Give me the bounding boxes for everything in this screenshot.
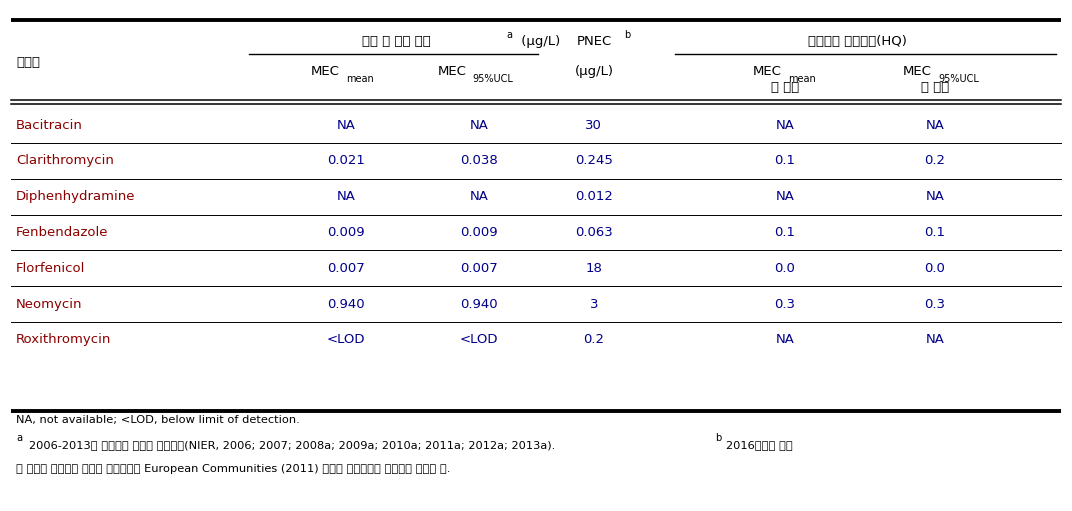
Text: 0.1: 0.1 [924,226,946,239]
Text: 95%UCL: 95%UCL [473,74,513,84]
Text: NA: NA [925,190,944,203]
Text: NA: NA [337,190,356,203]
Text: Bacitracin: Bacitracin [16,119,83,132]
Text: (μg/L): (μg/L) [575,65,613,78]
Text: 0.007: 0.007 [460,262,498,275]
Text: 18: 18 [585,262,602,275]
Text: 재산정한 유해지수(HQ): 재산정한 유해지수(HQ) [808,35,907,49]
Text: 에 근거: 에 근거 [771,81,799,95]
Text: Diphenhydramine: Diphenhydramine [16,190,135,203]
Text: 에 근거: 에 근거 [921,81,949,95]
Text: mean: mean [788,74,816,84]
Text: NA: NA [337,119,356,132]
Text: NA, not available; <LOD, below limit of detection.: NA, not available; <LOD, below limit of … [16,415,300,425]
Text: Roxithromycin: Roxithromycin [16,333,111,346]
Text: MEC: MEC [311,65,340,78]
Text: 0.012: 0.012 [575,190,613,203]
Text: PNEC: PNEC [577,35,611,49]
Text: 0.0: 0.0 [924,262,946,275]
Text: a: a [506,30,512,40]
Text: NA: NA [775,190,794,203]
Text: MEC: MEC [753,65,781,78]
Text: 환경 중 실측 농도: 환경 중 실측 농도 [362,35,431,49]
Text: NA: NA [925,333,944,346]
Text: 0.007: 0.007 [327,262,366,275]
Text: 0.0: 0.0 [774,262,795,275]
Text: 0.009: 0.009 [460,226,498,239]
Text: 0.1: 0.1 [774,226,795,239]
Text: 30: 30 [585,119,602,132]
Text: NA: NA [775,333,794,346]
Text: 0.2: 0.2 [583,333,605,346]
Text: 0.021: 0.021 [327,154,366,168]
Text: b: b [624,30,630,40]
Text: NA: NA [775,119,794,132]
Text: <LOD: <LOD [327,333,366,346]
Text: 0.2: 0.2 [924,154,946,168]
Text: Fenbendazole: Fenbendazole [16,226,108,239]
Text: mean: mean [346,74,374,84]
Text: NA: NA [470,190,489,203]
Text: <LOD: <LOD [460,333,498,346]
Text: Clarithromycin: Clarithromycin [16,154,114,168]
Text: NA: NA [925,119,944,132]
Text: a: a [16,433,23,444]
Text: 0.1: 0.1 [774,154,795,168]
Text: 물질명: 물질명 [16,56,40,69]
Text: NA: NA [470,119,489,132]
Text: 95%UCL: 95%UCL [938,74,979,84]
Text: 0.940: 0.940 [460,297,498,311]
Text: Neomycin: Neomycin [16,297,83,311]
Text: 0.940: 0.940 [327,297,366,311]
Text: 0.009: 0.009 [327,226,366,239]
Text: 0.3: 0.3 [774,297,795,311]
Text: Florfenicol: Florfenicol [16,262,86,275]
Text: 0.3: 0.3 [924,297,946,311]
Text: 2006-2013년 우리나라 지표수 실측수준(NIER, 2006; 2007; 2008a; 2009a; 2010a; 2011a; 2012a; 20: 2006-2013년 우리나라 지표수 실측수준(NIER, 2006; 200… [29,439,555,450]
Text: MEC: MEC [903,65,932,78]
Text: 지 국내외 문헌에서 보고된 독성자료와 European Communities (2011) 지침의 평가계수를 이용하여 도출한 값.: 지 국내외 문헌에서 보고된 독성자료와 European Communitie… [16,464,450,474]
Text: 0.063: 0.063 [575,226,613,239]
Text: 3: 3 [590,297,598,311]
Text: (μg/L): (μg/L) [517,35,560,49]
Text: 0.245: 0.245 [575,154,613,168]
Text: b: b [715,433,721,444]
Text: 2016년까지 국내: 2016년까지 국내 [726,439,792,450]
Text: 0.038: 0.038 [460,154,498,168]
Text: MEC: MEC [437,65,466,78]
